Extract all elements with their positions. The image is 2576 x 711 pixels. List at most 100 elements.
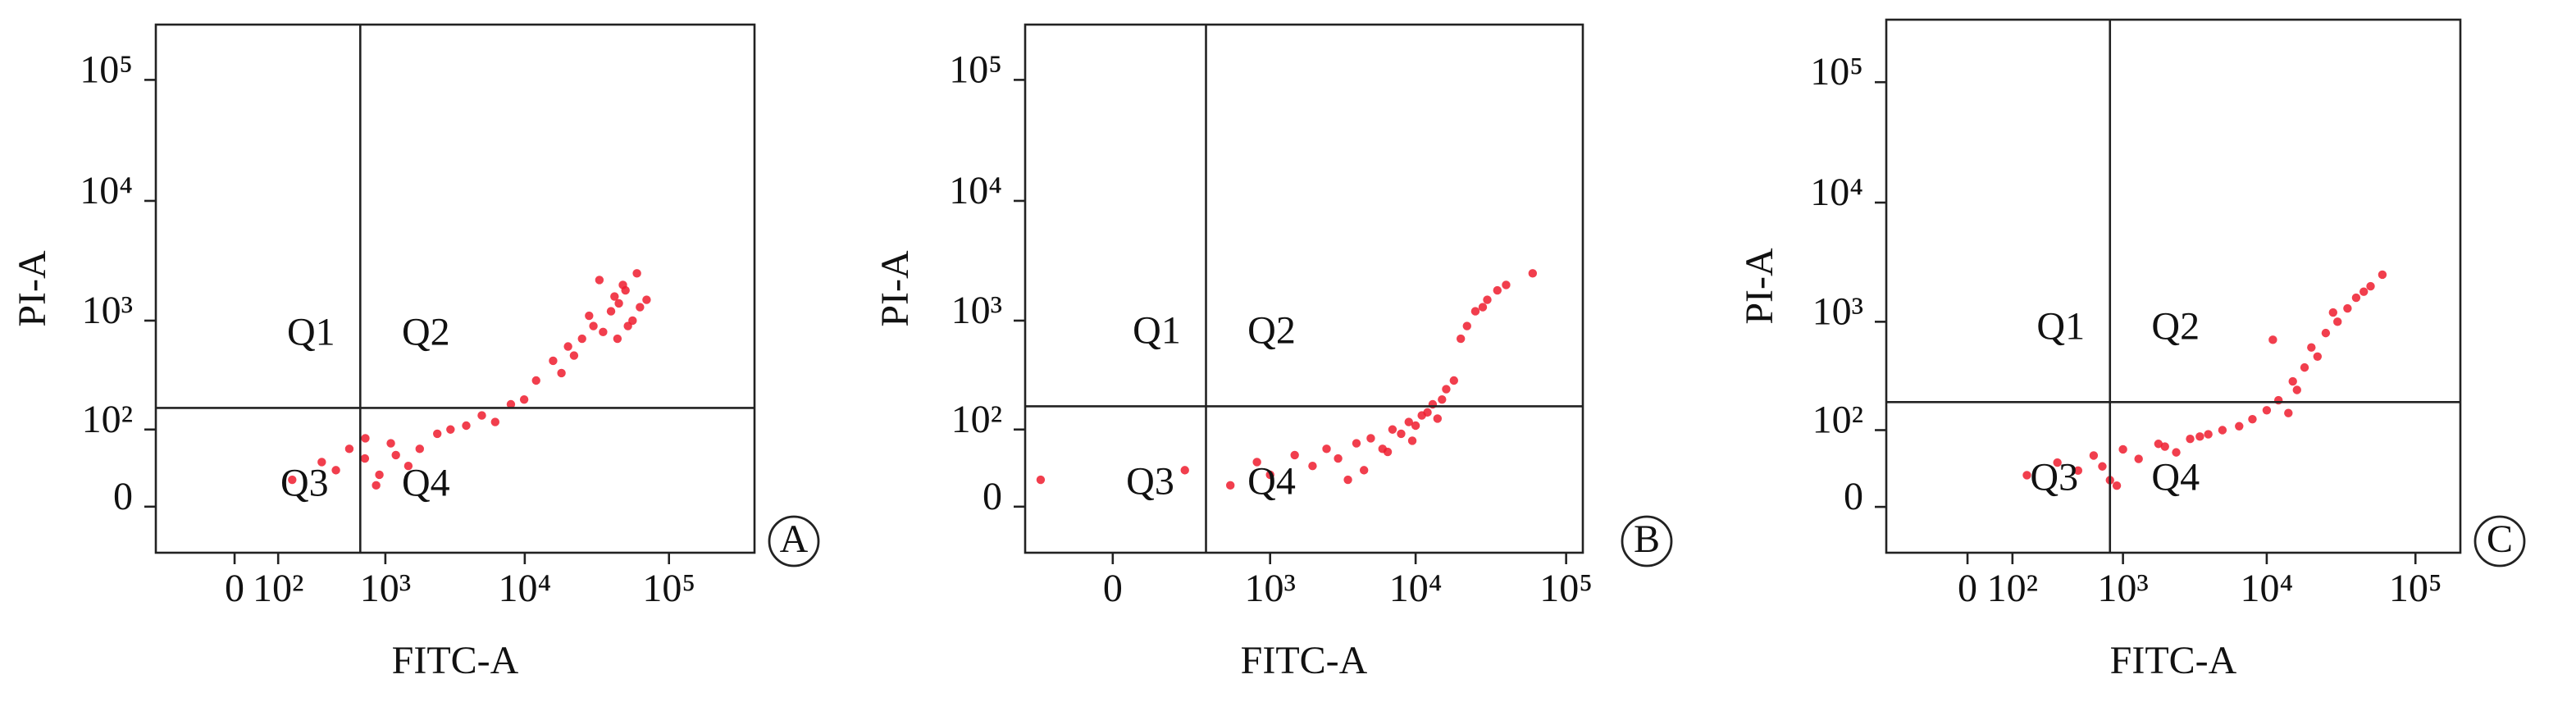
event-dot [1334,453,1343,463]
event-dot [1423,408,1432,417]
x-tick-label: 0 [1103,567,1123,610]
event-dot [2186,434,2195,444]
event-dot [2343,303,2352,313]
event-dot [2195,432,2204,441]
event-dot [2098,462,2107,471]
event-dot [531,376,540,385]
event-dot [618,280,627,289]
event-dot [2333,317,2342,326]
event-dot [2218,426,2227,435]
event-dot [577,334,586,344]
quadrant-label: Q4 [1247,460,1296,504]
plot-frame [1024,23,1584,554]
event-dot [2089,451,2099,460]
y-tick-label: 10⁴ [80,169,133,212]
quadrant-label: Q1 [1133,309,1181,353]
event-dot [2284,408,2293,417]
event-dot [1308,462,1317,471]
event-dot [1036,475,1046,485]
quadrant-label: Q3 [2030,455,2078,499]
quadrant-label: Q2 [402,310,450,353]
event-dot [2366,281,2375,291]
event-dot [1470,307,1480,316]
event-dot [519,394,529,404]
event-dot [1411,421,1420,431]
panel-badge [2473,515,2526,567]
y-tick-label: 10² [82,398,133,441]
x-tick-label: 0 [225,567,244,610]
event-dot [446,425,455,434]
event-dot [391,450,400,460]
event-dot [613,334,622,344]
event-dot [2288,376,2297,386]
event-dot [2273,395,2283,405]
event-dot [1180,466,1189,475]
quadrant-label: Q1 [287,310,335,353]
event-dot [1225,481,1235,490]
event-dot [1252,458,1261,467]
x-tick-label: 10⁵ [1539,567,1593,610]
event-dot [636,303,645,312]
event-dot [1438,394,1447,404]
event-dot [2134,454,2143,463]
y-tick-label: 0 [983,475,1002,518]
event-dot [288,475,297,485]
event-dot [623,321,632,330]
x-axis-label: FITC-A [392,639,519,682]
x-tick-label: 10³ [1245,567,1296,610]
event-dot [2112,481,2122,490]
event-dot [1265,470,1274,480]
y-tick-label: 10³ [951,289,1002,332]
x-tick-label: 10³ [360,567,411,610]
event-dot [2300,362,2309,372]
quadrant-label: Q4 [402,461,450,504]
event-dot [1483,295,1492,304]
event-dot [2160,442,2169,451]
y-tick-label: 10² [951,398,1002,441]
panel-letter: A [780,517,809,561]
x-tick-label: 10⁴ [1389,567,1443,610]
event-dot [1388,425,1397,434]
y-tick-label: 10⁴ [1810,171,1863,214]
event-dot [462,421,471,431]
event-dot [361,434,370,443]
event-dot [1442,385,1451,394]
event-dot [2073,466,2083,476]
event-dot [2248,415,2257,424]
event-dot [432,429,442,439]
y-tick-label: 10⁵ [1810,50,1863,93]
event-dot [372,481,381,490]
event-dot [2172,448,2181,457]
event-dot [632,269,641,278]
x-tick-label: 10⁵ [642,567,695,610]
panel-letter: C [2487,517,2513,561]
x-tick-label: 10⁴ [2241,567,2294,610]
y-tick-label: 10² [1812,399,1863,442]
y-tick-label: 10³ [82,289,133,332]
event-dot [1366,434,1375,443]
x-tick-label: 10² [1987,567,2038,610]
event-dot [331,466,340,475]
event-dot [2204,430,2213,439]
x-axis-label: FITC-A [2110,639,2237,682]
event-dot [1397,429,1406,439]
quadrant-label: Q4 [2151,455,2200,499]
event-dot [1352,439,1361,448]
event-dot [477,411,486,420]
x-axis-label: FITC-A [1241,639,1368,682]
event-dot [610,292,619,301]
event-dot [506,399,516,409]
event-dot [2154,440,2163,449]
x-tick-label: 10⁵ [2389,567,2442,610]
plot-frame [154,23,756,554]
event-dot [549,356,558,366]
event-dot [2351,293,2361,303]
event-dot [589,321,598,330]
event-dot [2313,352,2323,361]
event-dot [2378,270,2387,280]
event-dot [2307,343,2316,352]
event-dot [1404,417,1413,426]
quadrant-label: Q2 [2151,304,2200,348]
quadrant-label: Q1 [2036,304,2085,348]
